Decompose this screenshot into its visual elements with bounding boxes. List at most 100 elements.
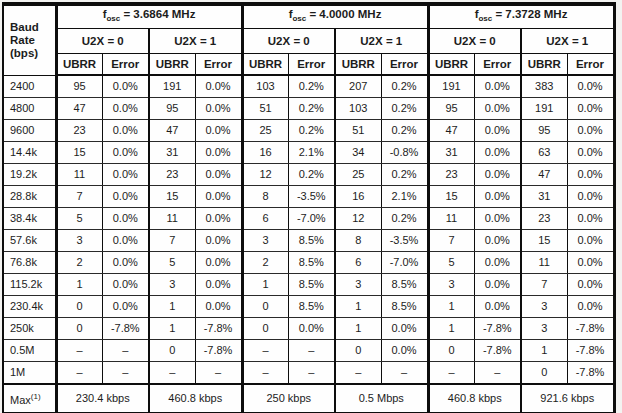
- u2x1-header: U2X = 1: [521, 29, 614, 54]
- error-value-cell: 0.0%: [474, 274, 521, 296]
- error-value-cell: 0.0%: [102, 274, 149, 296]
- baud-rate-cell: 115.2k: [3, 274, 56, 296]
- ubrr-value-cell: 11: [149, 208, 195, 230]
- ubrr-value-cell: 191: [428, 75, 474, 98]
- ubrr-value-cell: 207: [335, 75, 381, 98]
- error-value-cell: 0.0%: [102, 296, 149, 318]
- ubrr-value-cell: 63: [521, 142, 567, 164]
- error-value-cell: -7.0%: [381, 252, 428, 274]
- fosc-3-6864-header: fosc = 3.6864 MHz: [56, 4, 242, 29]
- ubrr-value-cell: 25: [335, 164, 381, 186]
- column-header-row: UBRR Error UBRR Error UBRR Error UBRR Er…: [3, 54, 614, 76]
- error-value-cell: 0.0%: [102, 142, 149, 164]
- baud-rate-cell: 2400: [3, 75, 56, 98]
- table-row: 19.2k110.0%230.0%120.2%250.2%230.0%470.0…: [3, 164, 614, 186]
- ubrr-value-cell: 0: [56, 318, 102, 340]
- error-value-cell: –: [102, 340, 149, 362]
- fosc-subscript: osc: [478, 15, 492, 24]
- baud-rate-table: Baud Rate (bps) fosc = 3.6864 MHz fosc =…: [2, 2, 616, 413]
- error-value-cell: -3.5%: [288, 186, 335, 208]
- max-value: 460.8 kbps: [149, 384, 242, 413]
- ubrr-value-cell: 8: [242, 186, 288, 208]
- ubrr-value-cell: 15: [428, 186, 474, 208]
- ubrr-value-cell: –: [428, 362, 474, 385]
- baud-rate-cell: 28.8k: [3, 186, 56, 208]
- error-value-cell: 0.2%: [381, 164, 428, 186]
- error-value-cell: –: [195, 362, 242, 385]
- ubrr-value-cell: 23: [428, 164, 474, 186]
- ubrr-value-cell: 5: [428, 252, 474, 274]
- table-row: 57.6k30.0%70.0%38.5%8-3.5%70.0%150.0%: [3, 230, 614, 252]
- max-value: 460.8 kbps: [428, 384, 521, 413]
- error-value-cell: 8.5%: [288, 252, 335, 274]
- fosc-subscript: osc: [292, 15, 306, 24]
- error-value-cell: 0.0%: [195, 296, 242, 318]
- error-value-cell: 0.0%: [288, 318, 335, 340]
- ubrr-value-cell: 1: [242, 274, 288, 296]
- error-value-cell: 0.0%: [567, 274, 614, 296]
- table-row: 14.4k150.0%310.0%162.1%34-0.8%310.0%630.…: [3, 142, 614, 164]
- ubrr-value-cell: 383: [521, 75, 567, 98]
- ubrr-value-cell: 34: [335, 142, 381, 164]
- table-body: 2400950.0%1910.0%1030.2%2070.2%1910.0%38…: [3, 75, 614, 384]
- ubrr-value-cell: 23: [149, 164, 195, 186]
- error-value-cell: 0.0%: [474, 296, 521, 318]
- u2x0-header: U2X = 0: [428, 29, 521, 54]
- ubrr-value-cell: 1: [149, 296, 195, 318]
- error-value-cell: -7.8%: [567, 340, 614, 362]
- error-value-cell: 0.0%: [567, 120, 614, 142]
- error-value-cell: -7.8%: [474, 318, 521, 340]
- error-value-cell: 0.2%: [381, 75, 428, 98]
- error-value-cell: 0.2%: [288, 164, 335, 186]
- error-value-cell: 0.0%: [474, 186, 521, 208]
- ubrr-value-cell: 47: [521, 164, 567, 186]
- ubrr-value-cell: 1: [335, 318, 381, 340]
- ubrr-value-cell: 3: [149, 274, 195, 296]
- ubrr-value-cell: 1: [428, 296, 474, 318]
- error-value-cell: –: [288, 362, 335, 385]
- error-value-cell: 0.0%: [474, 120, 521, 142]
- table-row: 115.2k10.0%30.0%18.5%38.5%30.0%70.0%: [3, 274, 614, 296]
- ubrr-value-cell: –: [242, 340, 288, 362]
- error-column-header: Error: [567, 54, 614, 76]
- error-value-cell: 8.5%: [288, 274, 335, 296]
- table-row: 76.8k20.0%50.0%28.5%6-7.0%50.0%110.0%: [3, 252, 614, 274]
- error-value-cell: 0.0%: [567, 164, 614, 186]
- max-row: Max(1) 230.4 kbps 460.8 kbps 250 kbps 0.…: [3, 384, 614, 413]
- error-value-cell: 0.2%: [288, 98, 335, 120]
- ubrr-value-cell: 3: [428, 274, 474, 296]
- error-value-cell: 0.0%: [102, 252, 149, 274]
- error-value-cell: 0.0%: [567, 252, 614, 274]
- error-column-header: Error: [102, 54, 149, 76]
- ubrr-value-cell: 31: [149, 142, 195, 164]
- error-value-cell: 0.0%: [567, 296, 614, 318]
- ubrr-value-cell: 16: [242, 142, 288, 164]
- ubrr-value-cell: 95: [521, 120, 567, 142]
- baud-rate-header-line2: Rate: [10, 34, 55, 47]
- error-value-cell: 0.0%: [567, 75, 614, 98]
- baud-rate-cell: 14.4k: [3, 142, 56, 164]
- error-value-cell: 0.0%: [102, 230, 149, 252]
- ubrr-value-cell: 191: [521, 98, 567, 120]
- table-row: 4800470.0%950.0%510.2%1030.2%950.0%1910.…: [3, 98, 614, 120]
- error-value-cell: -0.8%: [381, 142, 428, 164]
- error-value-cell: 0.2%: [288, 120, 335, 142]
- error-value-cell: 0.0%: [474, 98, 521, 120]
- ubrr-value-cell: 51: [242, 98, 288, 120]
- u2x1-header: U2X = 1: [335, 29, 428, 54]
- baud-rate-cell: 76.8k: [3, 252, 56, 274]
- error-value-cell: 0.0%: [195, 142, 242, 164]
- ubrr-value-cell: 7: [521, 274, 567, 296]
- ubrr-value-cell: 25: [242, 120, 288, 142]
- error-value-cell: 2.1%: [381, 186, 428, 208]
- ubrr-value-cell: 191: [149, 75, 195, 98]
- ubrr-value-cell: 15: [521, 230, 567, 252]
- error-value-cell: 0.0%: [195, 230, 242, 252]
- datasheet-page: Baud Rate (bps) fosc = 3.6864 MHz fosc =…: [0, 0, 622, 413]
- table-row: 250k0-7.8%1-7.8%00.0%10.0%1-7.8%3-7.8%: [3, 318, 614, 340]
- fosc-value: = 4.0000 MHz: [306, 8, 381, 20]
- ubrr-value-cell: 31: [521, 186, 567, 208]
- error-column-header: Error: [195, 54, 242, 76]
- ubrr-value-cell: 7: [56, 186, 102, 208]
- u2x1-header: U2X = 1: [149, 29, 242, 54]
